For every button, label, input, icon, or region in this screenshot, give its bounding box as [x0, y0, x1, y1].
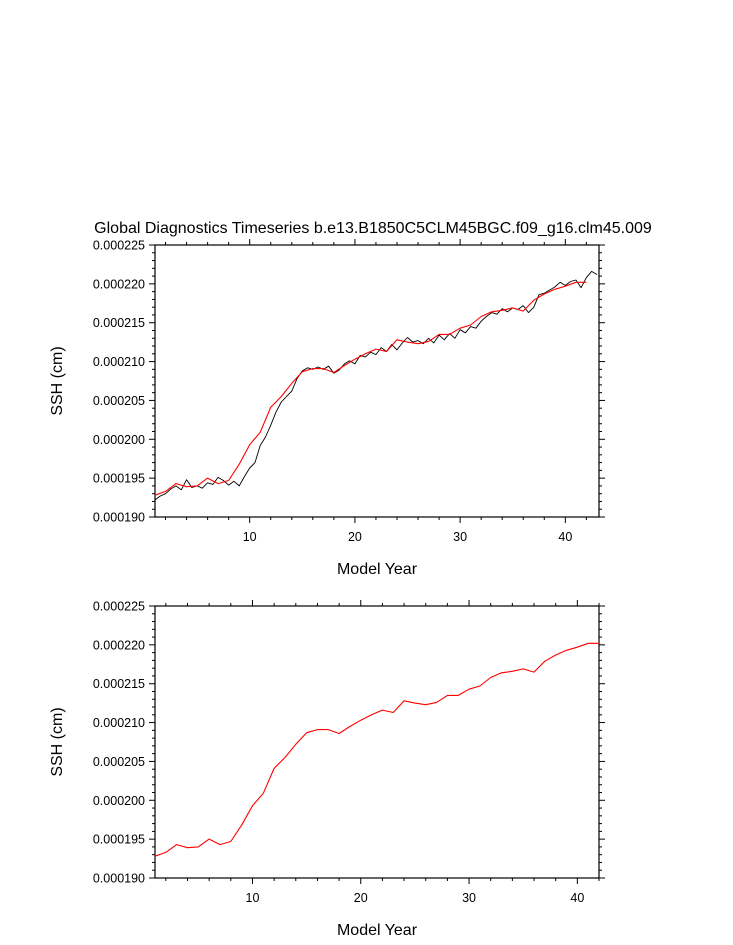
top-y-tick-label: 0.000215 [93, 316, 145, 330]
top-x-tick-label: 10 [243, 530, 257, 544]
figure-title: Global Diagnostics Timeseries b.e13.B185… [94, 220, 652, 237]
bottom-chart-panel: 0.000190 0.000195 0.000200 0.000205 0.000210… [49, 600, 605, 939]
top-y-tick-label: 0.000190 [93, 511, 145, 525]
bottom-series-annual-mean [154, 642, 599, 857]
top-x-tick-label: 30 [453, 530, 467, 544]
top-series-annual-mean [154, 281, 587, 496]
top-y-tick-label: 0.000205 [93, 394, 145, 408]
top-y-tick-label: 0.000210 [93, 355, 145, 369]
top-y-tick-label: 0.000225 [93, 239, 145, 253]
top-series-monthly [154, 270, 598, 501]
top-y-axis-label: SSH (cm) [49, 346, 66, 415]
bottom-y-axis-label: SSH (cm) [49, 707, 66, 776]
bottom-x-tick-label: 40 [570, 891, 584, 905]
top-plot-frame [154, 244, 600, 518]
bottom-x-axis-label: Model Year [337, 922, 418, 939]
bottom-y-tick-label: 0.000190 [93, 872, 145, 886]
top-x-tick-label: 40 [558, 530, 572, 544]
bottom-y-tick-label: 0.000205 [93, 755, 145, 769]
top-y-tick-label: 0.000200 [93, 433, 145, 447]
bottom-y-tick-label: 0.000195 [93, 833, 145, 847]
top-x-axis-label: Model Year [337, 561, 418, 578]
top-y-tick-label: 0.000220 [93, 277, 145, 291]
bottom-y-tick-label: 0.000200 [93, 794, 145, 808]
top-x-tick-label: 20 [348, 530, 362, 544]
bottom-y-tick-label: 0.000215 [93, 677, 145, 691]
bottom-plot-frame [154, 605, 600, 879]
bottom-x-tick-label: 10 [246, 891, 260, 905]
top-chart-panel: 0.000190 0.000195 0.000200 0.000205 0.000210… [49, 239, 605, 578]
bottom-x-tick-label: 20 [354, 891, 368, 905]
top-y-tick-label: 0.000195 [93, 472, 145, 486]
bottom-y-tick-label: 0.000210 [93, 716, 145, 730]
bottom-y-tick-label: 0.000220 [93, 638, 145, 652]
bottom-x-tick-label: 30 [462, 891, 476, 905]
bottom-y-tick-label: 0.000225 [93, 600, 145, 614]
